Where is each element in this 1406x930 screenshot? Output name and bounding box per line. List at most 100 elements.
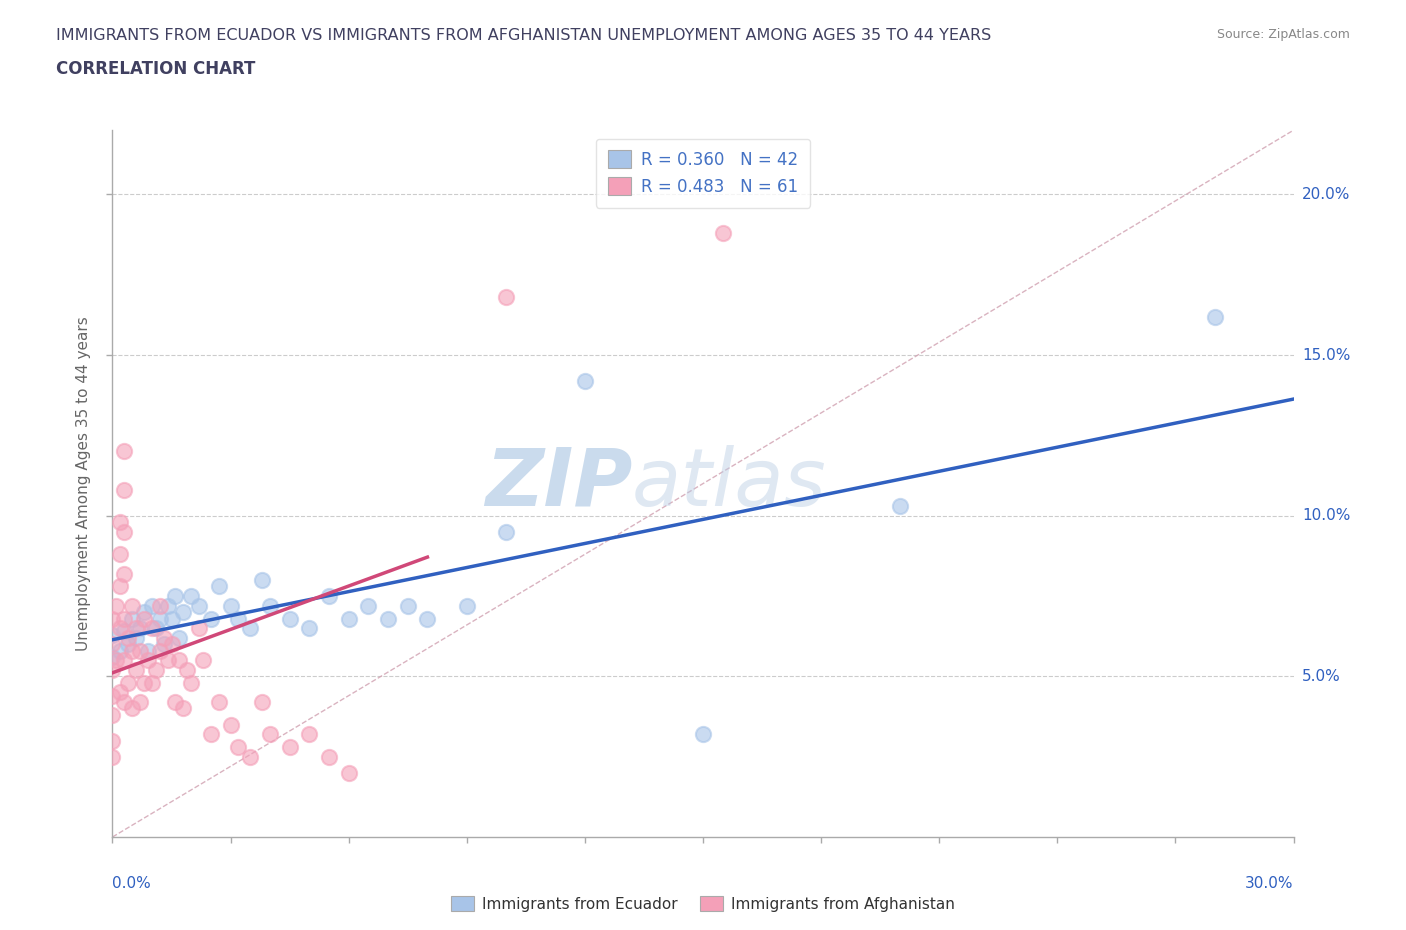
- Point: [200, 726, 222, 741]
- Text: 0.0%: 0.0%: [112, 876, 152, 891]
- Point: [101, 611, 124, 626]
- Point: [337, 611, 360, 626]
- Point: [176, 662, 198, 677]
- Point: [165, 589, 187, 604]
- Point: [278, 611, 301, 626]
- Point: [117, 631, 139, 645]
- Point: [318, 750, 340, 764]
- Point: [165, 695, 187, 710]
- Point: [121, 701, 143, 716]
- Text: 5.0%: 5.0%: [1302, 669, 1340, 684]
- Point: [495, 290, 517, 305]
- Point: [377, 611, 399, 626]
- Point: [105, 598, 128, 613]
- Point: [156, 653, 179, 668]
- Point: [188, 598, 211, 613]
- Point: [132, 675, 155, 690]
- Point: [357, 598, 380, 613]
- Point: [574, 373, 596, 388]
- Text: 15.0%: 15.0%: [1302, 348, 1350, 363]
- Point: [112, 566, 135, 581]
- Point: [101, 688, 124, 703]
- Point: [169, 631, 191, 645]
- Point: [200, 611, 222, 626]
- Text: IMMIGRANTS FROM ECUADOR VS IMMIGRANTS FROM AFGHANISTAN UNEMPLOYMENT AMONG AGES 3: IMMIGRANTS FROM ECUADOR VS IMMIGRANTS FR…: [56, 28, 991, 43]
- Point: [180, 675, 202, 690]
- Point: [318, 589, 340, 604]
- Point: [156, 598, 179, 613]
- Point: [149, 644, 172, 658]
- Point: [259, 598, 281, 613]
- Point: [152, 637, 174, 652]
- Point: [110, 685, 132, 700]
- Point: [250, 695, 273, 710]
- Point: [180, 589, 202, 604]
- Point: [259, 726, 281, 741]
- Text: 10.0%: 10.0%: [1302, 508, 1350, 524]
- Point: [172, 701, 194, 716]
- Point: [125, 662, 148, 677]
- Point: [112, 611, 135, 626]
- Point: [456, 598, 478, 613]
- Point: [101, 662, 124, 677]
- Point: [121, 644, 143, 658]
- Point: [112, 653, 135, 668]
- Point: [152, 631, 174, 645]
- Y-axis label: Unemployment Among Ages 35 to 44 years: Unemployment Among Ages 35 to 44 years: [76, 316, 91, 651]
- Point: [112, 444, 135, 458]
- Point: [112, 483, 135, 498]
- Point: [110, 579, 132, 594]
- Point: [169, 653, 191, 668]
- Point: [101, 627, 124, 642]
- Point: [129, 620, 152, 635]
- Point: [136, 653, 159, 668]
- Point: [141, 620, 163, 635]
- Point: [298, 726, 321, 741]
- Point: [132, 611, 155, 626]
- Point: [191, 653, 214, 668]
- Point: [228, 739, 250, 754]
- Point: [219, 717, 242, 732]
- Point: [208, 695, 231, 710]
- Point: [112, 525, 135, 539]
- Point: [112, 624, 135, 639]
- Point: [110, 514, 132, 529]
- Point: [160, 637, 183, 652]
- Text: atlas: atlas: [633, 445, 827, 523]
- Point: [1204, 309, 1226, 324]
- Point: [121, 598, 143, 613]
- Point: [101, 650, 124, 665]
- Point: [416, 611, 439, 626]
- Point: [101, 708, 124, 723]
- Point: [125, 620, 148, 635]
- Point: [219, 598, 242, 613]
- Legend: R = 0.360   N = 42, R = 0.483   N = 61: R = 0.360 N = 42, R = 0.483 N = 61: [596, 139, 810, 207]
- Point: [129, 695, 152, 710]
- Point: [149, 598, 172, 613]
- Point: [337, 765, 360, 780]
- Point: [121, 611, 143, 626]
- Point: [172, 604, 194, 619]
- Point: [495, 525, 517, 539]
- Point: [692, 726, 714, 741]
- Point: [136, 644, 159, 658]
- Legend: Immigrants from Ecuador, Immigrants from Afghanistan: Immigrants from Ecuador, Immigrants from…: [446, 889, 960, 918]
- Point: [278, 739, 301, 754]
- Point: [145, 662, 167, 677]
- Point: [188, 620, 211, 635]
- Text: 20.0%: 20.0%: [1302, 187, 1350, 202]
- Point: [105, 653, 128, 668]
- Text: Source: ZipAtlas.com: Source: ZipAtlas.com: [1216, 28, 1350, 41]
- Point: [125, 631, 148, 645]
- Point: [160, 611, 183, 626]
- Point: [132, 604, 155, 619]
- Point: [129, 644, 152, 658]
- Text: ZIP: ZIP: [485, 445, 633, 523]
- Point: [208, 579, 231, 594]
- Point: [117, 675, 139, 690]
- Point: [239, 620, 262, 635]
- Point: [711, 226, 734, 241]
- Point: [101, 750, 124, 764]
- Point: [239, 750, 262, 764]
- Point: [141, 675, 163, 690]
